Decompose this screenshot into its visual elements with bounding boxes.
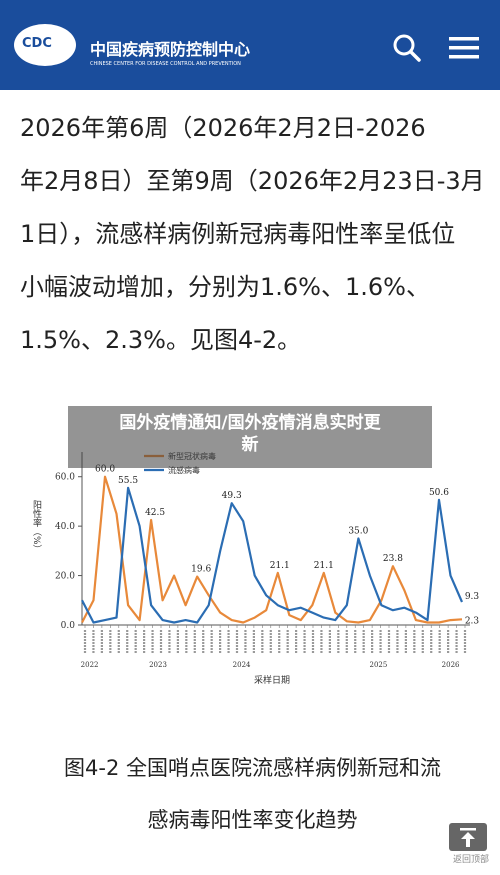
- flu-series-line: [81, 486, 464, 624]
- legend-label: 流感病毒: [168, 465, 200, 475]
- y-axis-label: 阳性率（%）: [31, 500, 42, 554]
- y-tick-label: 0.0: [61, 621, 76, 631]
- article-line: 1.5%、2.3%。见图4-2。: [20, 326, 302, 354]
- year-label: 2025: [369, 661, 387, 669]
- data-label: 50.6: [429, 488, 449, 498]
- overlay-title-line1: 国外疫情通知/国外疫情消息实时更: [119, 413, 381, 433]
- article-line: 1日），流感样病例新冠病毒阳性率呈低位: [20, 220, 456, 248]
- data-label: 19.6: [191, 565, 211, 575]
- article-paragraph: 2026年第6周（2026年2月2日-2026 年2月8日）至第9周（2026年…: [20, 102, 490, 367]
- year-label: 2022: [81, 661, 99, 669]
- data-label: 49.3: [222, 491, 242, 501]
- org-name-cn: 中国疾病预防控制中心: [90, 40, 251, 59]
- cdc-logo[interactable]: [14, 24, 76, 66]
- overlay-title-banner[interactable]: 国外疫情通知/国外疫情消息实时更 新: [68, 406, 432, 468]
- site-header: CDC 中国疾病预防控制中心 CHINESE CENTER FOR DISEAS…: [0, 0, 500, 90]
- org-name-en: CHINESE CENTER FOR DISEASE CONTROL AND P…: [90, 61, 241, 67]
- arrow-up-icon: [460, 828, 476, 847]
- data-label: 60.0: [95, 465, 115, 475]
- figure-caption: 图4-2 全国哨点医院流感样病例新冠和流 感病毒阳性率变化趋势: [20, 742, 485, 846]
- article-line: 2026年第6周（2026年2月2日-2026: [20, 114, 426, 142]
- x-axis-label: 采样日期: [254, 674, 290, 686]
- cdc-logo-text: CDC: [22, 36, 52, 51]
- data-label: 9.3: [465, 592, 480, 602]
- back-to-top-label: 返回顶部: [452, 855, 489, 865]
- year-label: 2026: [442, 661, 460, 669]
- y-tick-label: 20.0: [55, 572, 75, 582]
- article-line: 年2月8日）至第9周（2026年2月23日-3月: [20, 167, 485, 195]
- menu-button[interactable]: [447, 33, 481, 63]
- y-tick-label: 60.0: [55, 473, 75, 483]
- positivity-rate-chart: 0.0 20.0 40.0 60.0 阳性率（%） 2022 2023 2024 2025 202…: [31, 451, 480, 686]
- caption-line1: 图4-2 全国哨点医院流感样病例新冠和流: [64, 756, 441, 780]
- data-label: 2.3: [465, 616, 480, 626]
- y-tick-label: 40.0: [55, 522, 75, 532]
- hamburger-menu-icon: [449, 37, 479, 59]
- data-label: 55.5: [118, 476, 138, 486]
- data-label: 42.5: [145, 508, 165, 518]
- caption-line2: 感病毒阳性率变化趋势: [147, 808, 358, 832]
- search-icon: [393, 34, 421, 62]
- data-label: 21.1: [314, 561, 334, 571]
- year-label: 2024: [233, 661, 251, 669]
- search-button[interactable]: [392, 33, 422, 63]
- data-label: 21.1: [270, 561, 290, 571]
- data-label: 23.8: [383, 554, 403, 564]
- year-label: 2023: [149, 661, 167, 669]
- data-label: 35.0: [348, 527, 368, 537]
- article-line: 小幅波动增加，分别为1.6%、1.6%、: [20, 273, 430, 301]
- overlay-title-line2: 新: [241, 435, 259, 455]
- back-to-top-button[interactable]: [449, 823, 487, 851]
